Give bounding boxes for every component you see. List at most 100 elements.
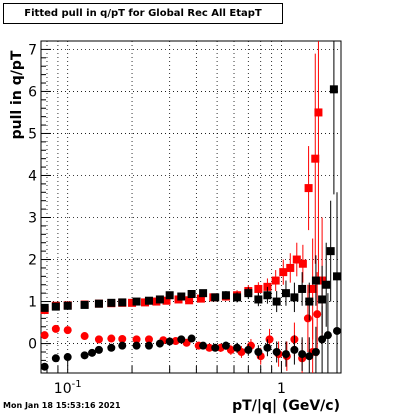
data-point-circle xyxy=(263,343,272,352)
data-point-circle xyxy=(80,332,89,341)
data-point-circle xyxy=(63,326,72,335)
data-point-square xyxy=(40,303,49,312)
data-point-square xyxy=(118,298,127,307)
data-point-circle xyxy=(281,350,290,359)
data-point-square xyxy=(244,289,253,298)
data-point-square xyxy=(326,247,335,256)
data-point-circle xyxy=(265,335,274,344)
data-point-square xyxy=(211,293,220,302)
data-point-square xyxy=(314,108,323,117)
y-tick-label: 6 xyxy=(28,84,37,100)
data-series xyxy=(40,41,342,373)
data-point-square xyxy=(199,289,208,298)
data-point-square xyxy=(63,301,72,310)
data-point-circle xyxy=(88,348,97,357)
data-point-circle xyxy=(313,310,322,319)
y-tick-label: 2 xyxy=(28,253,37,269)
data-point-circle xyxy=(80,351,89,360)
data-point-circle xyxy=(118,341,127,350)
data-point-square xyxy=(308,284,317,293)
data-point-circle xyxy=(40,362,49,371)
data-point-circle xyxy=(132,341,141,350)
y-tick-label: 1 xyxy=(28,295,37,311)
x-tick-exponent: -1 xyxy=(72,379,82,390)
data-point-circle xyxy=(144,341,153,350)
data-point-square xyxy=(311,154,320,163)
data-point-square xyxy=(80,300,89,309)
series-2 xyxy=(40,41,342,361)
data-point-circle xyxy=(118,334,127,343)
data-point-square xyxy=(94,299,103,308)
series-3 xyxy=(40,280,342,373)
data-point-circle xyxy=(177,335,186,344)
data-point-square xyxy=(279,268,288,277)
data-point-square xyxy=(177,292,186,301)
data-point-square xyxy=(298,259,307,268)
x-tick-label: 1 xyxy=(277,381,286,397)
data-point-circle xyxy=(254,347,263,356)
data-point-square xyxy=(329,85,338,94)
data-point-square xyxy=(51,302,60,311)
data-point-square xyxy=(221,291,230,300)
plot-frame xyxy=(40,40,342,374)
series-1 xyxy=(40,272,322,373)
data-point-square xyxy=(254,284,263,293)
data-point-circle xyxy=(211,343,220,352)
data-point-circle xyxy=(311,347,320,356)
data-point-square xyxy=(162,296,171,305)
x-axis-label: pT/|q| (GeV/c) xyxy=(232,398,340,414)
data-point-circle xyxy=(187,334,196,343)
data-point-circle xyxy=(155,339,164,348)
data-point-circle xyxy=(51,354,60,363)
data-point-circle xyxy=(290,345,299,354)
data-point-circle xyxy=(221,341,230,350)
data-point-circle xyxy=(318,335,327,344)
data-point-circle xyxy=(63,353,72,362)
data-point-circle xyxy=(333,326,342,335)
x-tick-label: 10-1 xyxy=(54,379,82,397)
grid-lines xyxy=(41,41,341,373)
chart-title: Fitted pull in q/pT for Global Rec All E… xyxy=(24,8,262,19)
data-point-square xyxy=(128,298,137,307)
data-point-square xyxy=(185,296,194,305)
data-point-square xyxy=(233,293,242,302)
data-point-circle xyxy=(40,331,49,340)
data-point-square xyxy=(318,295,327,304)
y-tick-label: 4 xyxy=(28,168,37,184)
data-point-circle xyxy=(107,334,116,343)
data-point-square xyxy=(311,276,320,285)
data-point-square xyxy=(298,284,307,293)
data-point-circle xyxy=(298,350,307,359)
data-point-square xyxy=(271,276,280,285)
y-axis-label: pull in q/pT xyxy=(9,50,25,139)
data-point-square xyxy=(263,291,272,300)
data-point-square xyxy=(165,291,174,300)
data-point-circle xyxy=(94,335,103,344)
y-tick-label: 5 xyxy=(28,126,37,142)
data-point-circle xyxy=(205,343,214,352)
data-point-circle xyxy=(305,352,314,361)
data-point-circle xyxy=(272,347,281,356)
data-point-square xyxy=(254,295,263,304)
data-point-square xyxy=(290,293,299,302)
data-point-square xyxy=(107,298,116,307)
data-point-square xyxy=(155,295,164,304)
data-point-circle xyxy=(165,337,174,346)
data-point-circle xyxy=(132,335,141,344)
chart-title-box: Fitted pull in q/pT for Global Rec All E… xyxy=(3,3,283,24)
y-tick-label: 7 xyxy=(28,42,37,58)
data-point-circle xyxy=(94,345,103,354)
data-point-square xyxy=(322,280,331,289)
data-point-square xyxy=(196,294,205,303)
data-point-square xyxy=(272,297,281,306)
y-tick-label: 0 xyxy=(28,337,37,353)
data-point-circle xyxy=(51,324,60,333)
data-point-square xyxy=(304,184,313,193)
data-point-circle xyxy=(323,331,332,340)
data-point-square xyxy=(187,289,196,298)
data-point-square xyxy=(333,272,342,281)
data-point-circle xyxy=(303,314,312,323)
data-point-square xyxy=(292,255,301,264)
data-point-square xyxy=(144,296,153,305)
